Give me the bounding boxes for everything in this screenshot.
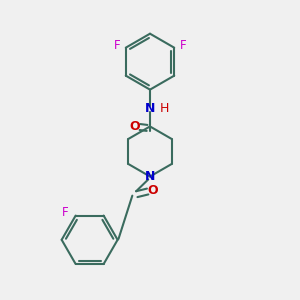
- Text: F: F: [114, 39, 120, 52]
- Text: F: F: [62, 206, 69, 219]
- Text: O: O: [129, 120, 140, 133]
- Text: N: N: [145, 170, 155, 183]
- Text: N: N: [145, 102, 155, 115]
- Text: O: O: [148, 184, 158, 197]
- Text: H: H: [159, 102, 169, 115]
- Text: F: F: [180, 39, 186, 52]
